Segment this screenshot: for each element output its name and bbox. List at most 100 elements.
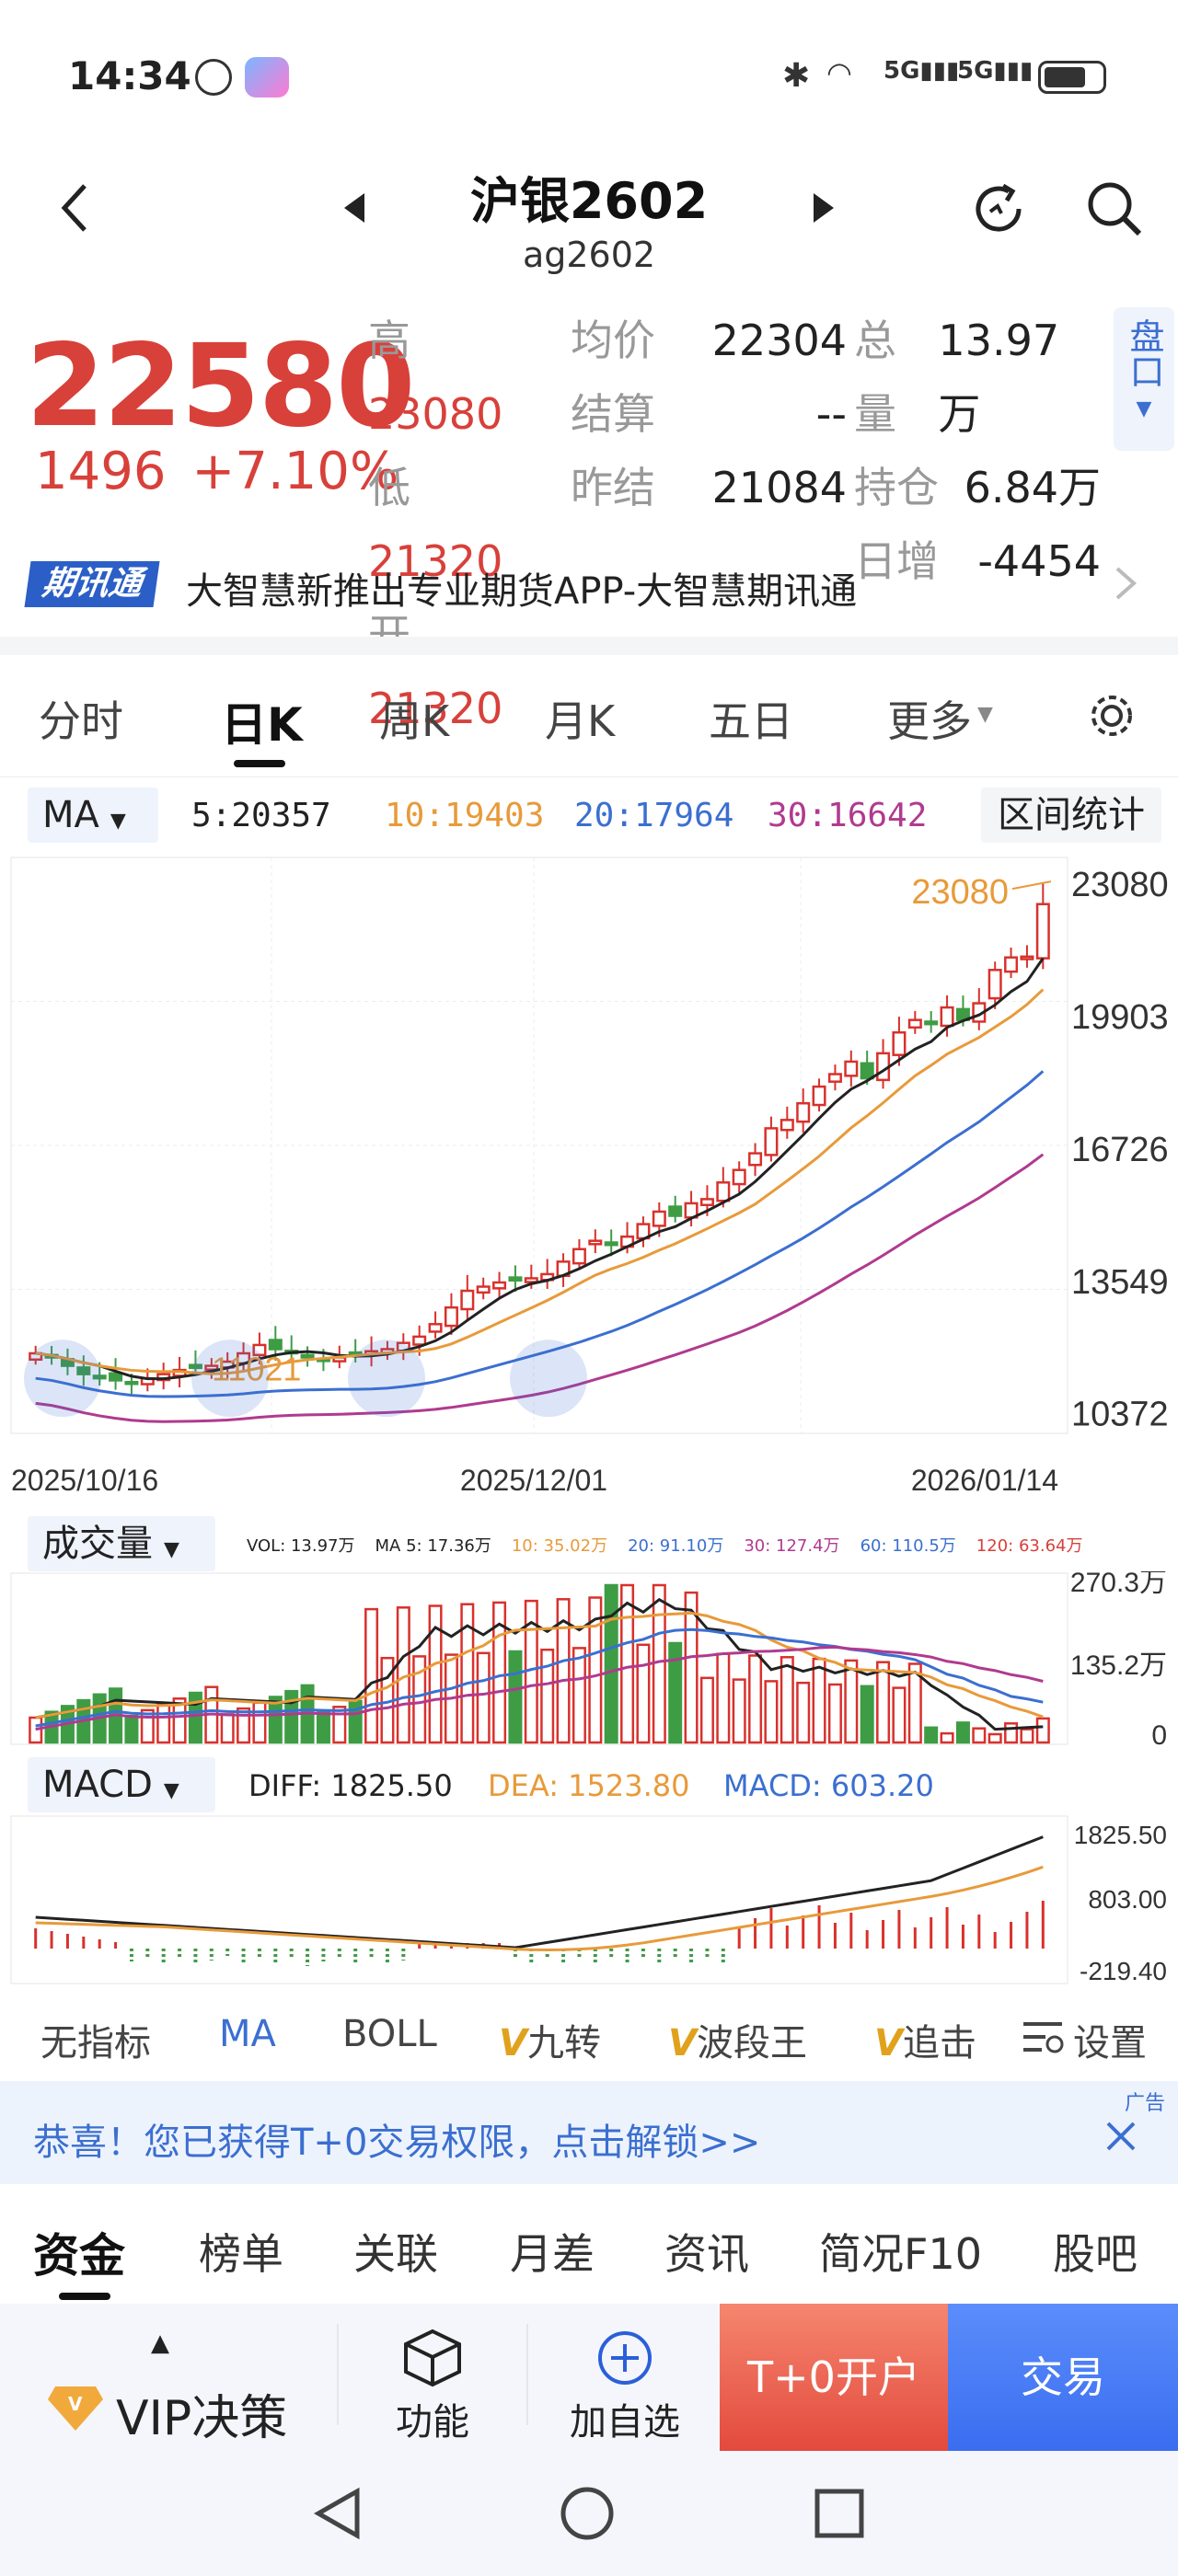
macd-header: MACD ▼ DIFF: 1825.50 DEA: 1523.80 MACD: 6… — [0, 1757, 1178, 1812]
vol-ma30-line — [35, 1645, 1044, 1731]
candle-up — [1035, 903, 1050, 960]
vol-legend: VOL: 13.97万 — [247, 1536, 355, 1556]
volume-selector[interactable]: 成交量 ▼ — [28, 1516, 215, 1571]
ad-label: 广告 — [1125, 2092, 1166, 2115]
pankou-button[interactable]: 盘口 ▼ — [1114, 307, 1174, 451]
zoom-out-icon — [348, 1340, 425, 1418]
candle-up — [907, 1018, 922, 1029]
tab-f10[interactable]: 简况F10 — [819, 2229, 982, 2279]
candle-down — [508, 1276, 523, 1282]
t0-banner[interactable]: 恭喜！您已获得T+0交易权限，点击解锁>> 广告 — [0, 2081, 1178, 2184]
macd-selector-label: MACD — [42, 1764, 153, 1806]
volume-header: 成交量 ▼ VOL: 13.97万 MA 5: 17.36万 10: 35.02万… — [0, 1516, 1178, 1571]
nav-home-icon[interactable] — [558, 2484, 617, 2543]
candle-down — [268, 1339, 283, 1351]
prev-contract-icon[interactable] — [341, 190, 368, 226]
tab-related[interactable]: 关联 — [353, 2229, 438, 2279]
indicator-chase[interactable]: V追击 — [874, 2013, 1003, 2066]
indicator-nine-label: 九转 — [526, 2022, 601, 2064]
next-contract-icon[interactable] — [810, 190, 837, 226]
refresh-icon[interactable] — [968, 178, 1029, 239]
gear-icon[interactable] — [1086, 690, 1138, 742]
volume-bar-up — [812, 1657, 826, 1744]
last-price: 22580 — [26, 320, 415, 453]
indicator-nine[interactable]: V九转 — [499, 2013, 601, 2066]
volume-bar-up — [428, 1604, 443, 1744]
vol-ma5-legend: MA 5: 17.36万 — [375, 1536, 491, 1556]
vol-ma20-legend: 20: 91.10万 — [628, 1536, 724, 1556]
promo-banner[interactable]: 期讯通 大智慧新推出专业期货APP-大智慧期讯通 — [0, 543, 1178, 626]
ma-selector[interactable]: MA ▼ — [28, 788, 158, 843]
contract-code: ag2602 — [522, 235, 656, 275]
range-stats-button[interactable]: 区间统计 — [981, 788, 1161, 843]
tab-daily-k[interactable]: 日K — [221, 698, 303, 752]
svg-text:V: V — [68, 2393, 83, 2415]
ma10-value: 10:19403 — [385, 797, 545, 834]
macd-selector[interactable]: MACD ▼ — [28, 1757, 215, 1812]
vip-button[interactable]: V VIP决策 — [46, 2375, 341, 2446]
macd-dea: DEA: 1523.80 — [488, 1768, 690, 1803]
indicator-wave[interactable]: V波段王 — [668, 2013, 807, 2066]
macd-diff: DIFF: 1825.50 — [248, 1768, 453, 1803]
volume-bar-down — [284, 1689, 299, 1744]
tab-weekly-k[interactable]: 周K — [379, 696, 450, 746]
volume-bar-up — [748, 1654, 763, 1744]
macd-chart[interactable]: 1825.50 803.00 -219.40 — [0, 1814, 1178, 1987]
high-marker-line — [1011, 880, 1052, 891]
x-tick-label: 2026/01/14 — [911, 1464, 1058, 1497]
tab-spread[interactable]: 月差 — [510, 2229, 595, 2279]
candle-up — [1004, 956, 1019, 973]
daily-inc-value: -4454 — [977, 536, 1101, 586]
tab-monthly-k[interactable]: 月K — [545, 696, 616, 746]
ma30-line — [35, 1153, 1045, 1423]
indicator-boll[interactable]: BOLL — [342, 2013, 437, 2055]
search-icon[interactable] — [1084, 178, 1145, 239]
high-label: 高 — [368, 316, 410, 365]
volume-bar-down — [268, 1696, 283, 1744]
tab-more[interactable]: 更多 — [887, 696, 972, 746]
divider — [0, 637, 1178, 655]
tab-timeshare[interactable]: 分时 — [39, 696, 123, 746]
function-button[interactable]: 功能 — [377, 2328, 488, 2444]
tab-rank[interactable]: 榜单 — [199, 2229, 283, 2279]
volume-bar-up — [987, 1732, 1002, 1744]
kline-chart[interactable]: 23080 19903 16726 13549 10372 2025/10/16 2025/… — [0, 854, 1178, 1507]
ma30-value: 30:16642 — [768, 797, 928, 834]
volume-bar-up — [29, 1716, 43, 1744]
candle-up — [812, 1085, 826, 1107]
volume-chart[interactable]: 270.3万 135.2万 0 — [0, 1571, 1178, 1750]
vol-ma20-line — [35, 1627, 1044, 1728]
volume-bar-up — [876, 1661, 891, 1744]
ma5-value: 5:20357 — [191, 797, 331, 834]
y-tick-label: 10372 — [1071, 1396, 1169, 1434]
close-icon[interactable] — [1103, 2118, 1139, 2155]
vip-label: VIP决策 — [116, 2391, 288, 2446]
macd-y-tick: 803.00 — [1088, 1885, 1167, 1914]
open-value: 21320 — [368, 684, 503, 733]
volume-bar-up — [716, 1652, 731, 1744]
candle-down — [76, 1366, 91, 1375]
chevron-down-icon: ▼ — [977, 703, 993, 726]
back-icon[interactable] — [55, 180, 92, 236]
indicator-none[interactable]: 无指标 — [40, 2022, 151, 2064]
settings-label: 设置 — [1073, 2022, 1147, 2064]
tab-funds[interactable]: 资金 — [33, 2229, 125, 2283]
t0-open-account-button[interactable]: T+0开户 — [720, 2304, 948, 2451]
nav-back-icon[interactable] — [309, 2484, 368, 2543]
price-change: 1496 +7.10% — [35, 442, 398, 501]
avg-label: 均价 — [571, 316, 655, 365]
candle-down — [860, 1062, 874, 1080]
settings-button[interactable]: 设置 — [1012, 2002, 1178, 2070]
tab-news[interactable]: 资讯 — [664, 2229, 749, 2279]
add-watchlist-button[interactable]: 加自选 — [556, 2328, 694, 2444]
trade-button[interactable]: 交易 — [948, 2304, 1178, 2451]
diamond-icon: V — [48, 2386, 103, 2431]
nav-recents-icon[interactable] — [810, 2484, 869, 2543]
volume-bar-up — [827, 1683, 842, 1744]
volume-bar-down — [124, 1714, 139, 1744]
tab-five-day[interactable]: 五日 — [709, 696, 793, 746]
tab-forum[interactable]: 股吧 — [1053, 2229, 1138, 2279]
chevron-down-icon: ▼ — [110, 810, 126, 833]
indicator-ma[interactable]: MA — [219, 2013, 276, 2055]
candle-up — [444, 1305, 458, 1328]
